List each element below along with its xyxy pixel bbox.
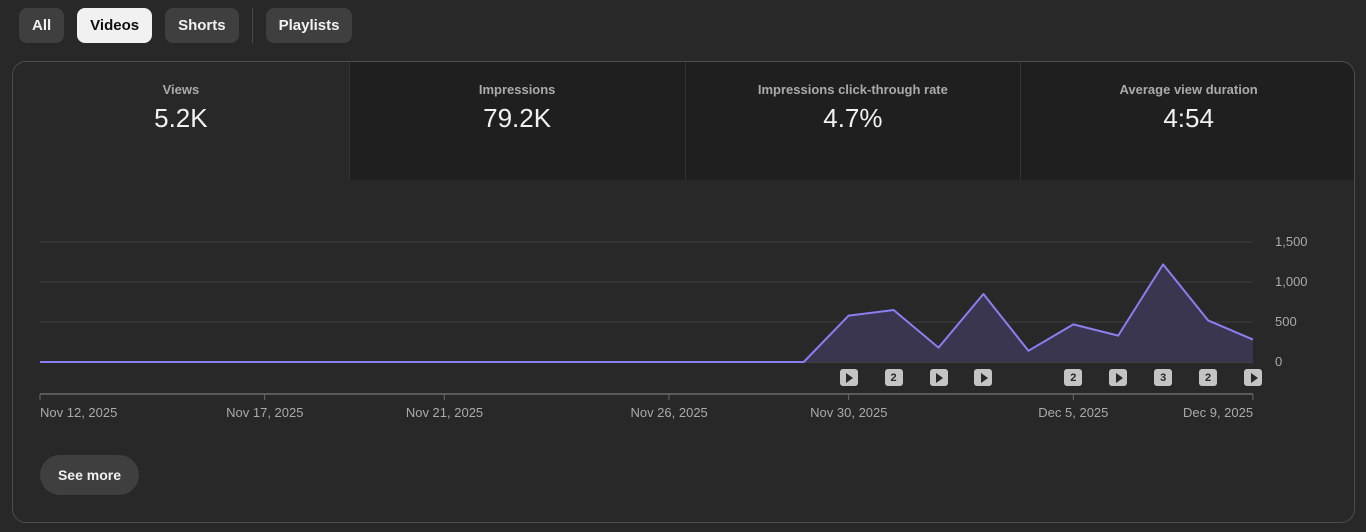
data-point[interactable] bbox=[83, 360, 87, 364]
x-tick-label: Nov 30, 2025 bbox=[810, 405, 888, 420]
videos-published-count-marker[interactable]: 3 bbox=[1154, 369, 1173, 386]
views-chart: 1,500 1,000 500 0 Nov 12, 2025 Nov 17, 2025 No… bbox=[13, 180, 1354, 442]
metric-label: Impressions bbox=[478, 82, 556, 97]
data-point[interactable] bbox=[981, 292, 985, 296]
data-point[interactable] bbox=[1161, 262, 1165, 266]
video-published-marker[interactable] bbox=[929, 369, 948, 386]
play-icon bbox=[1250, 372, 1258, 383]
filter-chip-all[interactable]: All bbox=[19, 8, 65, 43]
metric-tab-impressions[interactable]: Impressions 79.2K bbox=[348, 62, 685, 180]
data-point[interactable] bbox=[1251, 338, 1255, 342]
filter-chip-videos[interactable]: Videos bbox=[77, 8, 153, 43]
data-point[interactable] bbox=[757, 360, 761, 364]
x-tick-label: Dec 5, 2025 bbox=[1038, 405, 1109, 420]
metric-tabs: Views 5.2K Impressions 79.2K Impressions… bbox=[13, 62, 1354, 180]
data-point[interactable] bbox=[1206, 318, 1210, 322]
data-point[interactable] bbox=[397, 360, 401, 364]
analytics-card: Views 5.2K Impressions 79.2K Impressions… bbox=[12, 61, 1355, 523]
data-point[interactable] bbox=[937, 346, 941, 350]
video-published-marker[interactable] bbox=[974, 369, 993, 386]
data-point[interactable] bbox=[218, 360, 222, 364]
play-icon bbox=[846, 372, 854, 383]
metric-label: Impressions click-through rate bbox=[757, 82, 948, 97]
metric-value: 5.2K bbox=[154, 103, 208, 133]
data-point[interactable] bbox=[352, 360, 356, 364]
video-published-marker[interactable] bbox=[1244, 369, 1262, 386]
filter-chip-shorts[interactable]: Shorts bbox=[165, 8, 239, 43]
chart-plot bbox=[38, 241, 1255, 400]
data-point[interactable] bbox=[263, 360, 267, 364]
data-point[interactable] bbox=[1071, 322, 1075, 326]
data-point[interactable] bbox=[487, 360, 491, 364]
data-point[interactable] bbox=[802, 360, 806, 364]
video-published-marker[interactable] bbox=[1109, 369, 1128, 386]
see-more-button[interactable]: See more bbox=[40, 455, 139, 495]
x-tick-label: Nov 26, 2025 bbox=[630, 405, 708, 420]
data-point[interactable] bbox=[1116, 334, 1120, 338]
play-icon bbox=[980, 372, 988, 383]
x-tick-label: Nov 21, 2025 bbox=[405, 405, 484, 420]
y-tick-label: 500 bbox=[1275, 314, 1297, 329]
play-icon bbox=[936, 372, 944, 383]
metric-label: Views bbox=[162, 82, 200, 97]
data-point[interactable] bbox=[308, 360, 312, 364]
metric-tab-views[interactable]: Views 5.2K bbox=[13, 62, 349, 180]
data-point[interactable] bbox=[1026, 349, 1030, 353]
video-published-marker[interactable] bbox=[839, 369, 858, 386]
filter-chip-playlists[interactable]: Playlists bbox=[265, 8, 353, 43]
data-point[interactable] bbox=[532, 360, 536, 364]
data-point[interactable] bbox=[38, 360, 42, 364]
x-tick-label: Dec 9, 2025 bbox=[1183, 405, 1254, 420]
x-tick-label: Nov 12, 2025 bbox=[40, 405, 118, 420]
metric-label: Average view duration bbox=[1119, 82, 1258, 97]
data-point[interactable] bbox=[577, 360, 581, 364]
data-point[interactable] bbox=[892, 308, 896, 312]
data-point[interactable] bbox=[712, 360, 716, 364]
data-point[interactable] bbox=[442, 360, 446, 364]
data-point[interactable] bbox=[847, 314, 851, 318]
data-point[interactable] bbox=[667, 360, 671, 364]
metric-tab-avg-view-duration[interactable]: Average view duration 4:54 bbox=[1020, 62, 1354, 180]
videos-published-count-marker[interactable]: 2 bbox=[1064, 369, 1083, 386]
data-point[interactable] bbox=[128, 360, 132, 364]
metric-value: 79.2K bbox=[483, 103, 552, 133]
data-point[interactable] bbox=[173, 360, 177, 364]
y-tick-label: 1,000 bbox=[1275, 274, 1308, 289]
views-area bbox=[40, 264, 1253, 362]
filter-divider bbox=[251, 8, 253, 43]
content-type-filters: All Videos Shorts Playlists bbox=[19, 8, 365, 43]
metric-value: 4.7% bbox=[823, 103, 883, 133]
videos-published-count-marker[interactable]: 2 bbox=[1199, 369, 1218, 386]
videos-published-count-marker[interactable]: 2 bbox=[884, 369, 903, 386]
data-point[interactable] bbox=[622, 360, 626, 364]
y-tick-label: 0 bbox=[1275, 354, 1283, 369]
play-icon bbox=[1115, 372, 1123, 383]
metric-tab-ctr[interactable]: Impressions click-through rate 4.7% bbox=[684, 62, 1021, 180]
views-line bbox=[40, 263, 1254, 363]
y-tick-label: 1,500 bbox=[1275, 234, 1308, 249]
x-tick-label: Nov 17, 2025 bbox=[226, 405, 304, 420]
metric-value: 4:54 bbox=[1163, 103, 1214, 133]
